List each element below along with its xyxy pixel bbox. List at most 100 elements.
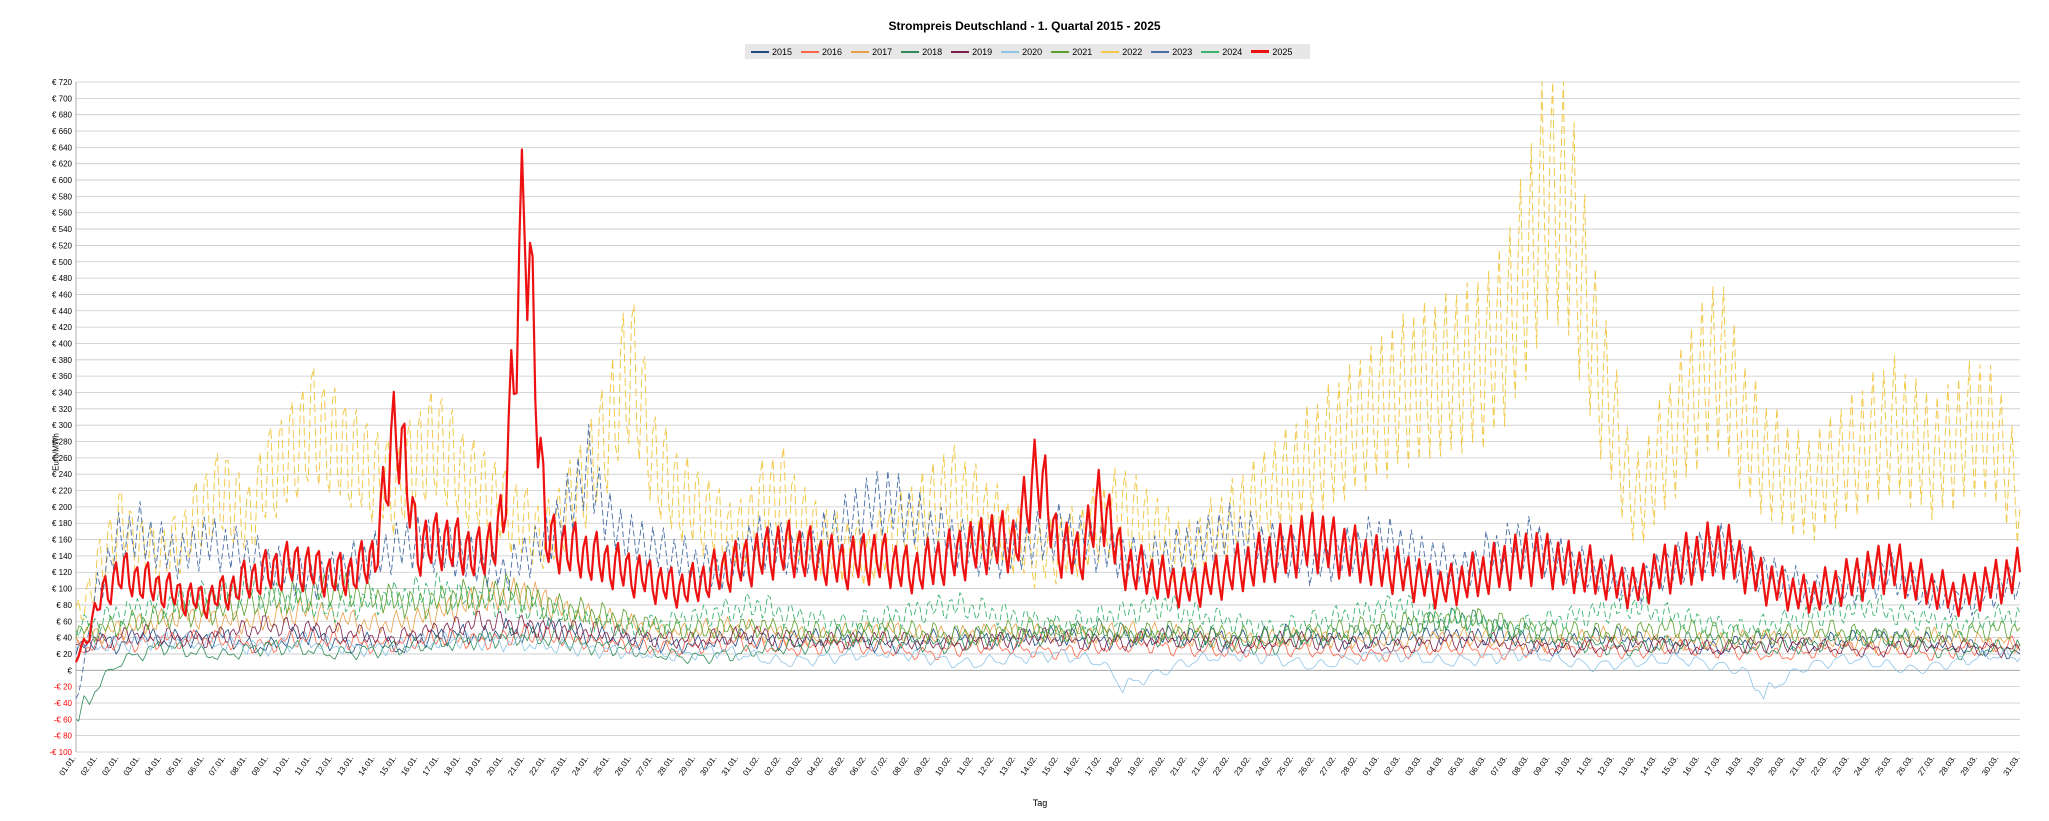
x-tick-label: 13.02. xyxy=(997,754,1017,777)
x-tick-label: 22.02. xyxy=(1211,754,1231,777)
x-tick-label: 25.03. xyxy=(1873,754,1893,777)
x-tick-label: 27.03. xyxy=(1916,754,1936,777)
x-tick-label: 18.01. xyxy=(442,754,462,777)
x-tick-label: 12.02. xyxy=(976,754,996,777)
y-tick-label: € 560 xyxy=(52,209,73,218)
x-tick-label: 15.01. xyxy=(378,754,398,777)
y-tick-labels: € 720 € 700 € 680 € 660 € 640 € 620 € 600 € 580… xyxy=(49,78,72,757)
x-tick-label: 26.03. xyxy=(1895,754,1915,777)
legend-item-2016: 2016 xyxy=(801,47,842,57)
x-tick-label: 02.03. xyxy=(1382,754,1402,777)
y-tick-label: € 40 xyxy=(56,634,72,643)
y-tick-label: € 480 xyxy=(52,274,73,283)
y-tick-label: -€ 80 xyxy=(54,732,73,741)
y-tick-label: € 160 xyxy=(52,536,73,545)
y-tick-label: € 180 xyxy=(52,519,73,528)
legend-item-2023: 2023 xyxy=(1151,47,1192,57)
x-tick-label: 24.03. xyxy=(1852,754,1872,777)
series-line-2022 xyxy=(75,81,2021,620)
x-axis-label: Tag xyxy=(1032,798,1048,808)
legend-swatch xyxy=(951,50,970,53)
legend-swatch xyxy=(851,50,870,53)
y-tick-label: € 300 xyxy=(52,421,73,430)
x-tick-label: 08.02. xyxy=(891,754,911,777)
y-tick-label: € 340 xyxy=(52,388,73,397)
x-tick-label: 04.02. xyxy=(805,754,825,777)
legend-label: 2022 xyxy=(1122,46,1143,57)
x-tick-label: 31.01. xyxy=(720,754,740,777)
x-tick-label: 21.03. xyxy=(1788,754,1808,777)
x-tick-label: 01.03. xyxy=(1361,754,1381,777)
x-tick-label: 11.01. xyxy=(293,754,313,777)
y-tick-label: € 680 xyxy=(52,111,73,120)
x-tick-label: 01.01. xyxy=(58,754,78,777)
x-tick-label: 19.01. xyxy=(463,754,483,777)
x-tick-label: 28.03. xyxy=(1937,754,1957,777)
y-tick-label: € 320 xyxy=(52,405,73,414)
legend-item-2020: 2020 xyxy=(1001,47,1042,57)
series-line-2017 xyxy=(75,577,2021,654)
legend-swatch xyxy=(751,50,769,53)
x-tick-label: 10.03. xyxy=(1553,754,1573,777)
legend-label: 2015 xyxy=(772,46,793,57)
x-tick-label: 14.03. xyxy=(1638,754,1658,777)
y-tick-label: € 140 xyxy=(52,552,73,561)
x-tick-label: 22.03. xyxy=(1809,754,1829,777)
y-tick-label: -€ 20 xyxy=(54,683,73,692)
series-line-2015 xyxy=(75,617,2021,660)
y-tick-label: € 120 xyxy=(52,568,73,577)
y-tick-label: -€ 100 xyxy=(49,748,72,757)
legend-swatch xyxy=(801,50,820,53)
x-tick-label: 17.03. xyxy=(1702,754,1722,777)
legend-swatch xyxy=(1201,50,1220,53)
x-tick-label: 21.02. xyxy=(1168,754,1188,777)
series-line-2020 xyxy=(75,631,2021,700)
y-tick-label: € 500 xyxy=(52,258,73,267)
x-tick-label: 24.01. xyxy=(570,754,590,777)
x-tick-labels: 01.01. 02.01. 02.01. 03.01. 04.01. 05.01. 06.0… xyxy=(58,754,2022,777)
legend-label: 2019 xyxy=(972,46,993,57)
series-lines xyxy=(74,81,2022,722)
x-tick-label: 24.02. xyxy=(1254,754,1274,777)
legend-item-2018: 2018 xyxy=(901,47,942,57)
x-tick-label: 23.02. xyxy=(1232,754,1252,777)
x-tick-label: 21.01. xyxy=(506,754,526,777)
y-tick-label: -€ 40 xyxy=(54,699,73,708)
x-tick-label: 28.01. xyxy=(656,754,676,777)
x-tick-label: 18.02. xyxy=(1104,754,1124,777)
x-tick-label: 20.02. xyxy=(1147,754,1167,777)
x-tick-label: 07.03. xyxy=(1489,754,1509,777)
x-tick-label: 04.01. xyxy=(143,754,163,777)
legend-item-2021: 2021 xyxy=(1051,47,1092,57)
series-line-2016 xyxy=(75,623,2021,662)
y-tick-label: € 620 xyxy=(52,160,73,169)
y-tick-label: € 260 xyxy=(52,454,73,463)
x-tick-label: 23.01. xyxy=(549,754,569,777)
series-line-2025 xyxy=(74,148,2022,663)
legend-item-2015: 2015 xyxy=(751,47,792,57)
gridlines xyxy=(75,81,2020,753)
x-tick-label: 08.03. xyxy=(1510,754,1530,777)
y-tick-label: € 660 xyxy=(52,127,73,136)
y-tick-label: € 100 xyxy=(52,585,73,594)
x-tick-label: 02.01. xyxy=(79,754,99,777)
x-tick-label: 23.03. xyxy=(1831,754,1851,777)
legend-label: 2025 xyxy=(1272,46,1293,57)
x-tick-label: 04.03. xyxy=(1425,754,1445,777)
x-tick-label: 30.01. xyxy=(698,754,718,777)
x-tick-label: 30.03. xyxy=(1980,754,2000,777)
x-tick-label: 25.02. xyxy=(1275,754,1295,777)
y-tick-label: € 200 xyxy=(52,503,73,512)
y-tick-label: € 280 xyxy=(52,438,73,447)
y-tick-label: € 360 xyxy=(52,372,73,381)
legend-swatch xyxy=(1001,50,1020,53)
x-tick-label: 17.02. xyxy=(1083,754,1103,777)
x-tick-label: 10.01. xyxy=(271,754,291,777)
legend-label: 2024 xyxy=(1222,46,1243,57)
legend: 2015 2016 2017 2018 2019 2020 2021 2022 2023 2024… xyxy=(745,44,1310,59)
x-tick-label: 31.03. xyxy=(2002,754,2022,777)
x-tick-label: 15.02. xyxy=(1040,754,1060,777)
y-tick-label: € 720 xyxy=(52,78,73,87)
x-tick-label: 03.03. xyxy=(1403,754,1423,777)
